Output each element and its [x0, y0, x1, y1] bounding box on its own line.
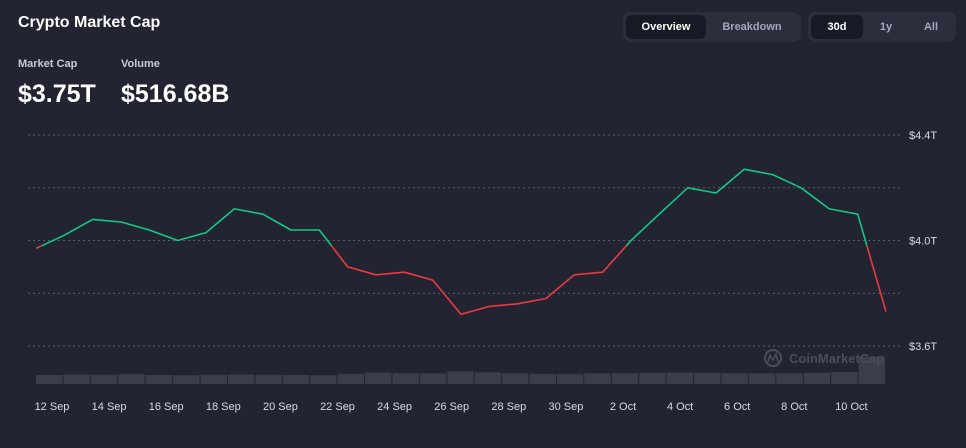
coinmarketcap-logo-icon [764, 349, 782, 367]
view-toggle: Overview Breakdown [623, 12, 801, 42]
x-tick-label: 20 Sep [263, 401, 298, 413]
volume-bar [227, 374, 255, 384]
x-tick-label: 28 Sep [491, 401, 526, 413]
line-segment-up [625, 168, 868, 247]
volume-bar [447, 371, 474, 384]
volume-bar [721, 373, 748, 384]
volume-bar [337, 373, 365, 384]
line-segment-down [35, 245, 43, 250]
volume-bar [556, 374, 584, 384]
volume-bar [145, 375, 173, 384]
volume-bar [639, 372, 666, 384]
x-tick-label: 6 Oct [724, 401, 750, 413]
volume-label: Volume [121, 58, 160, 70]
y-tick-label: $4.4T [909, 130, 937, 142]
x-tick-label: 18 Sep [206, 401, 241, 413]
volume-bar [118, 374, 145, 384]
coinmarketcap-logo-mark [767, 351, 779, 363]
y-tick-label: $4.0T [909, 236, 937, 248]
volume-bar [803, 372, 831, 384]
range-all[interactable]: All [923, 21, 939, 33]
volume-bar [365, 372, 392, 384]
x-tick-label: 8 Oct [781, 401, 807, 413]
volume-bar [310, 375, 337, 384]
market-cap-label: Market Cap [18, 58, 78, 70]
volume-bar [200, 374, 227, 384]
volume-bar [666, 372, 694, 384]
volume-value: $516.68B [121, 80, 230, 108]
volume-bar [529, 373, 556, 384]
range-toggle: 30d 1y All [808, 12, 956, 42]
x-tick-label: 2 Oct [610, 401, 636, 413]
x-tick-label: 16 Sep [149, 401, 184, 413]
volume-bar [694, 372, 721, 384]
volume-bar [90, 374, 118, 384]
tab-overview[interactable]: Overview [626, 15, 706, 39]
coinmarketcap-watermark: CoinMarketCap [764, 349, 884, 367]
volume-bar [392, 373, 419, 384]
volume-bar [255, 374, 282, 384]
range-30d[interactable]: 30d [811, 15, 863, 39]
volume-bar [419, 373, 447, 384]
range-1y[interactable]: 1y [879, 21, 893, 33]
x-tick-label: 26 Sep [434, 401, 469, 413]
x-tick-label: 24 Sep [377, 401, 412, 413]
volume-bar [474, 372, 502, 384]
x-tick-label: 12 Sep [35, 401, 70, 413]
x-tick-label: 10 Oct [835, 401, 867, 413]
volume-bar [858, 357, 885, 384]
volume-bar [173, 375, 200, 384]
volume-bar [36, 375, 63, 384]
line-segment-down [330, 245, 627, 316]
volume-bar [502, 373, 529, 384]
x-tick-label: 22 Sep [320, 401, 355, 413]
line-segment-up [41, 208, 333, 247]
x-tick-label: 14 Sep [92, 401, 127, 413]
line-segment-down [866, 245, 887, 312]
volume-bar [748, 373, 776, 384]
x-tick-label: 4 Oct [667, 401, 693, 413]
volume-bar [282, 375, 310, 384]
tab-breakdown[interactable]: Breakdown [722, 21, 782, 33]
x-tick-label: 30 Sep [548, 401, 583, 413]
volume-bar [584, 373, 611, 384]
market-cap-value: $3.75T [18, 80, 96, 108]
y-tick-label: $3.6T [909, 341, 937, 353]
volume-bar [611, 373, 639, 384]
volume-bar [776, 373, 803, 384]
volume-bar [63, 374, 90, 384]
watermark-text: CoinMarketCap [789, 351, 884, 366]
volume-bar [831, 372, 858, 384]
page-title: Crypto Market Cap [18, 14, 161, 31]
